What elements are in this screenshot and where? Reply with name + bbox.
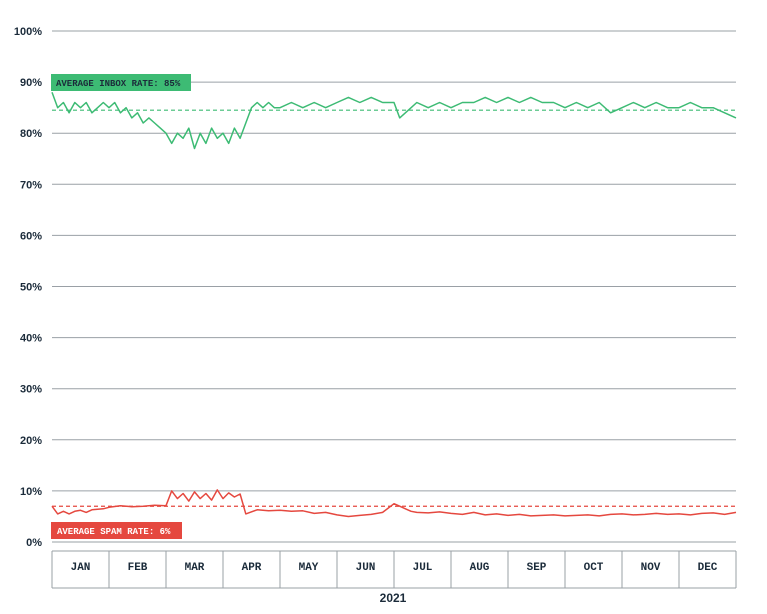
y-tick-label: 70% (20, 179, 42, 191)
y-tick-label: 80% (20, 128, 42, 140)
average-lines (52, 109, 736, 507)
y-tick-label: 20% (20, 435, 42, 447)
x-tick-label: FEB (128, 562, 148, 574)
y-tick-label: 40% (20, 333, 42, 345)
series-lines (51, 92, 737, 518)
y-tick-label: 10% (20, 486, 42, 498)
y-tick-label: 90% (20, 77, 42, 89)
x-tick-label: DEC (698, 562, 718, 574)
x-axis: JAN FEB MAR APR MAY JUN JUL AUG SEP OCT NOV DEC (51, 550, 737, 589)
x-tick-label: MAR (185, 562, 205, 574)
x-tick-label: MAY (299, 562, 319, 574)
inbox-average-badge (51, 74, 191, 91)
x-tick-label: NOV (641, 562, 661, 574)
inbox-average-label: AVERAGE INBOX RATE: 85% (56, 79, 181, 89)
x-tick-label: JUL (413, 562, 433, 574)
y-tick-label: 60% (20, 230, 42, 242)
spam-average-badge (51, 522, 182, 539)
x-tick-label: SEP (527, 562, 547, 574)
y-tick-label: 30% (20, 384, 42, 396)
x-axis-title: 2021 (380, 591, 407, 605)
gridlines (52, 30, 736, 543)
x-tick-label: OCT (584, 562, 604, 574)
x-tick-label: JAN (71, 562, 91, 574)
y-axis-ticks: 0% 10% 20% 30% 40% 50% 60% 70% 80% 90% 100% (14, 26, 42, 549)
x-tick-label: APR (242, 562, 262, 574)
average-annotations: AVERAGE INBOX RATE: 85% AVERAGE SPAM RAT… (51, 74, 191, 539)
spam-average-label: AVERAGE SPAM RATE: 6% (57, 527, 171, 537)
inbox-rate-line (51, 92, 737, 150)
y-tick-label: 50% (20, 282, 42, 294)
x-tick-label: AUG (470, 562, 490, 574)
y-tick-label: 100% (14, 26, 42, 38)
x-tick-label: JUN (356, 562, 376, 574)
y-tick-label: 0% (26, 537, 42, 549)
spam-rate-line (51, 489, 737, 518)
